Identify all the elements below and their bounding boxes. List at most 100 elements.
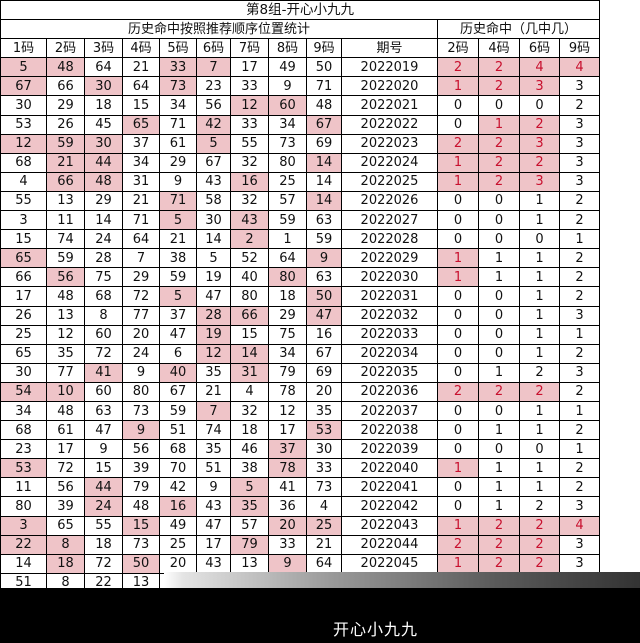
period-cell: 2022020	[341, 76, 438, 97]
code-cell: 35	[46, 343, 85, 364]
code-cell: 47	[196, 515, 231, 536]
code-cell: 80	[0, 496, 47, 517]
code-cell: 78	[268, 458, 307, 479]
code-cell: 66	[46, 76, 85, 97]
code-cell: 65	[46, 515, 85, 536]
stats-table: 第8组-开心小九九 历史命中按照推荐顺序位置统计 历史命中（几中几） 1码 2码 3…	[0, 0, 600, 632]
hit-count-cell: 2	[478, 57, 520, 78]
hit-count-cell: 1	[519, 267, 560, 288]
period-cell: 2022041	[341, 477, 438, 498]
code-cell: 17	[0, 286, 47, 307]
table-row: 12 59 30 37 61 5 55 73 69 2022023 2 2 3 3	[0, 133, 600, 154]
sheet-title: 第8组-开心小九九	[0, 0, 600, 21]
code-cell: 72	[46, 458, 85, 479]
code-cell: 47	[84, 420, 123, 441]
hit-count-cell: 2	[559, 210, 600, 231]
code-cell: 67	[159, 381, 197, 402]
code-cell: 59	[159, 267, 197, 288]
code-cell: 21	[196, 381, 231, 402]
hit-count-cell: 3	[559, 305, 600, 326]
code-cell: 19	[196, 267, 231, 288]
code-cell: 30	[0, 95, 47, 116]
hit-count-cell: 2	[559, 248, 600, 269]
code-cell: 29	[268, 305, 307, 326]
hit-count-cell: 2	[437, 534, 479, 555]
period-cell: 2022023	[341, 133, 438, 154]
code-cell: 9	[196, 477, 231, 498]
code-cell: 42	[196, 114, 231, 135]
code-cell: 20	[306, 381, 342, 402]
code-cell: 28	[84, 248, 123, 269]
hit-count-cell: 2	[559, 343, 600, 364]
hit-count-cell: 3	[559, 496, 600, 517]
table-row: 30 77 41 9 40 35 31 79 69 2022035 0 1 2 3	[0, 362, 600, 383]
hit-count-cell: 0	[478, 210, 520, 231]
code-cell: 61	[46, 420, 85, 441]
code-cell: 25	[268, 171, 307, 192]
hit-count-cell: 2	[478, 171, 520, 192]
code-cell: 20	[159, 553, 197, 574]
code-cell: 5	[196, 248, 231, 269]
code-rank-header: 6码	[196, 38, 231, 59]
code-cell: 1	[268, 229, 307, 250]
hit-count-cell: 4	[519, 57, 560, 78]
code-cell: 18	[84, 534, 123, 555]
code-cell: 13	[46, 305, 85, 326]
hit-count-cell: 2	[478, 381, 520, 402]
table-row: 23 17 9 56 68 35 46 37 30 2022039 0 0 0 1	[0, 439, 600, 460]
code-cell: 47	[196, 286, 231, 307]
code-cell: 67	[306, 114, 342, 135]
code-cell: 66	[46, 171, 85, 192]
code-cell: 50	[122, 553, 160, 574]
hit-count-cell: 2	[519, 496, 560, 517]
code-cell: 74	[196, 420, 231, 441]
code-cell: 8	[46, 534, 85, 555]
code-cell: 9	[84, 439, 123, 460]
code-cell: 51	[196, 458, 231, 479]
code-cell: 48	[122, 496, 160, 517]
hit-count-cell: 1	[437, 76, 479, 97]
code-cell: 22	[0, 534, 47, 555]
code-cell: 17	[268, 420, 307, 441]
code-cell: 66	[0, 267, 47, 288]
code-cell: 68	[0, 152, 47, 173]
code-cell: 40	[159, 362, 197, 383]
code-cell: 33	[159, 57, 197, 78]
code-rank-header: 3码	[84, 38, 123, 59]
code-cell: 18	[46, 553, 85, 574]
code-rank-header: 4码	[122, 38, 160, 59]
hit-count-cell: 0	[478, 305, 520, 326]
code-cell: 72	[84, 553, 123, 574]
code-cell: 50	[306, 286, 342, 307]
hit-count-cell: 1	[478, 248, 520, 269]
period-cell: 2022028	[341, 229, 438, 250]
code-cell: 77	[46, 362, 85, 383]
code-cell: 33	[230, 114, 269, 135]
table-row: 26 13 8 77 37 28 66 29 47 2022032 0 0 1 3	[0, 305, 600, 326]
code-cell: 35	[230, 496, 269, 517]
hit-count-cell: 0	[437, 420, 479, 441]
code-cell: 34	[159, 95, 197, 116]
code-cell: 73	[122, 400, 160, 422]
code-cell: 18	[84, 95, 123, 116]
code-cell: 34	[0, 400, 47, 422]
code-cell: 33	[306, 458, 342, 479]
code-cell: 65	[0, 248, 47, 269]
code-cell: 69	[306, 362, 342, 383]
code-cell: 66	[230, 305, 269, 326]
code-cell: 64	[306, 553, 342, 574]
hit-count-cell: 0	[478, 190, 520, 212]
period-cell: 2022037	[341, 400, 438, 422]
code-rank-header: 9码	[306, 38, 342, 59]
code-cell: 29	[84, 190, 123, 212]
hit-count-cell: 3	[559, 133, 600, 154]
hit-count-cell: 1	[478, 267, 520, 288]
hit-count-cell: 1	[437, 248, 479, 269]
code-cell: 9	[306, 248, 342, 269]
code-cell: 20	[122, 324, 160, 345]
code-cell: 5	[230, 477, 269, 498]
code-cell: 26	[0, 305, 47, 326]
code-cell: 11	[0, 477, 47, 498]
period-cell: 2022039	[341, 439, 438, 460]
code-rank-header: 5码	[159, 38, 197, 59]
